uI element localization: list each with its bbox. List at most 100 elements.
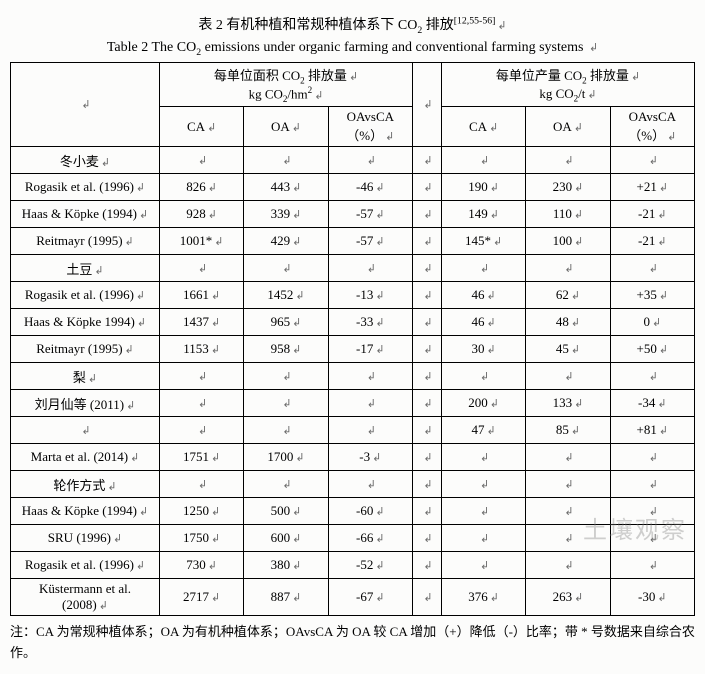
table-cell: 339↲ (244, 201, 328, 228)
group-label: 冬小麦↲ (11, 147, 160, 174)
row-label: ↲ (11, 417, 160, 444)
table-cell: ↲ (160, 471, 244, 498)
table-cell: -21↲ (610, 228, 694, 255)
table-cell: 928↲ (160, 201, 244, 228)
title-cn-pre: 表 2 有机种植和常规种植体系下 CO (198, 18, 417, 33)
table-cell: ↲ (160, 390, 244, 417)
table-cell: ↲ (526, 363, 610, 390)
title-cn-post: 排放 (422, 18, 454, 33)
table-cell: ↲ (328, 147, 412, 174)
title-citation: [12,55-56] (454, 15, 496, 26)
table-row: 刘月仙等 (2011)↲↲↲↲↲200↲133↲-34↲ (11, 390, 695, 417)
table-cell: ↲ (441, 147, 525, 174)
table-cell: ↲ (441, 255, 525, 282)
row-label: Haas & Köpke (1994)↲ (11, 201, 160, 228)
table-cell: 149↲ (441, 201, 525, 228)
table-group-row: 轮作方式↲↲↲↲↲↲↲↲ (11, 471, 695, 498)
row-label: Haas & Köpke (1994)↲ (11, 498, 160, 525)
table-cell: -57↲ (328, 228, 412, 255)
table-cell: ↲ (328, 363, 412, 390)
table-group-row: 梨↲↲↲↲↲↲↲↲ (11, 363, 695, 390)
table-cell: 230↲ (526, 174, 610, 201)
table-cell: 500↲ (244, 498, 328, 525)
table-cell: ↲ (610, 552, 694, 579)
table-cell: 200↲ (441, 390, 525, 417)
table-cell: 62↲ (526, 282, 610, 309)
table-row: SRU (1996)↲1750↲600↲-66↲↲↲↲↲ (11, 525, 695, 552)
table-cell: ↲ (244, 147, 328, 174)
table-cell: 110↲ (526, 201, 610, 228)
table-cell: 376↲ (441, 579, 525, 616)
table-row: Haas & Köpke (1994)↲1250↲500↲-60↲↲↲↲↲ (11, 498, 695, 525)
row-label: Marta et al. (2014)↲ (11, 444, 160, 471)
table-cell: 826↲ (160, 174, 244, 201)
table-cell: ↲ (526, 147, 610, 174)
row-label: Rogasik et al. (1996)↲ (11, 174, 160, 201)
table-cell: +21↲ (610, 174, 694, 201)
table-cell: 429↲ (244, 228, 328, 255)
table-cell: 965↲ (244, 309, 328, 336)
table-cell: ↲ (610, 255, 694, 282)
table-cell: -30↲ (610, 579, 694, 616)
table-cell: 190↲ (441, 174, 525, 201)
col-ca-area: CA↲ (160, 107, 244, 147)
group-label: 土豆↲ (11, 255, 160, 282)
table-row: Rogasik et al. (1996)↲826↲443↲-46↲↲190↲2… (11, 174, 695, 201)
table-cell: ↲ (610, 471, 694, 498)
table-cell: +50↲ (610, 336, 694, 363)
table-cell: -52↲ (328, 552, 412, 579)
table-cell: 46↲ (441, 309, 525, 336)
title-en-post: emissions under organic farming and conv… (201, 40, 583, 55)
row-label: Reitmayr (1995)↲ (11, 336, 160, 363)
table-cell: 1750↲ (160, 525, 244, 552)
table-cell: ↲ (441, 552, 525, 579)
emissions-table: ↲ 每单位面积 CO2 排放量↲ kg CO2/hm2↲ ↲ 每单位产量 CO2… (10, 62, 695, 617)
col-diff-yield: OAvsCA（%）↲ (610, 107, 694, 147)
table-cell: 958↲ (244, 336, 328, 363)
table-cell: 887↲ (244, 579, 328, 616)
title-chinese: 表 2 有机种植和常规种植体系下 CO2 排放[12,55-56]↲ (10, 14, 695, 36)
row-label: Rogasik et al. (1996)↲ (11, 552, 160, 579)
table-body: 冬小麦↲↲↲↲↲↲↲↲Rogasik et al. (1996)↲826↲443… (11, 147, 695, 616)
table-cell: ↲ (441, 363, 525, 390)
table-cell: -17↲ (328, 336, 412, 363)
table-cell: -21↲ (610, 201, 694, 228)
table-cell: ↲ (328, 471, 412, 498)
col-diff-area: OAvsCA（%）↲ (328, 107, 412, 147)
table-cell: ↲ (328, 390, 412, 417)
row-label: Küstermann et al. (2008)↲ (11, 579, 160, 616)
table-cell: ↲ (610, 363, 694, 390)
table-cell: 443↲ (244, 174, 328, 201)
table-cell: ↲ (526, 498, 610, 525)
row-label: Haas & Köpke 1994)↲ (11, 309, 160, 336)
table-cell: ↲ (441, 498, 525, 525)
table-cell: -13↲ (328, 282, 412, 309)
table-row: Rogasik et al. (1996)↲1661↲1452↲-13↲↲46↲… (11, 282, 695, 309)
col-oa-area: OA↲ (244, 107, 328, 147)
row-label: Reitmayr (1995)↲ (11, 228, 160, 255)
table-cell: -67↲ (328, 579, 412, 616)
header-row-1: ↲ 每单位面积 CO2 排放量↲ kg CO2/hm2↲ ↲ 每单位产量 CO2… (11, 62, 695, 107)
table-cell: +35↲ (610, 282, 694, 309)
table-cell: ↲ (441, 471, 525, 498)
table-cell: 600↲ (244, 525, 328, 552)
table-cell: 133↲ (526, 390, 610, 417)
table-cell: 47↲ (441, 417, 525, 444)
table-cell: 30↲ (441, 336, 525, 363)
table-cell: +81↲ (610, 417, 694, 444)
table-cell: ↲ (610, 147, 694, 174)
table-cell: ↲ (244, 255, 328, 282)
table-row: Haas & Köpke 1994)↲1437↲965↲-33↲↲46↲48↲0… (11, 309, 695, 336)
table-cell: ↲ (244, 363, 328, 390)
title-english: Table 2 The CO2 emissions under organic … (10, 40, 695, 58)
table-cell: ↲ (244, 471, 328, 498)
table-cell: 1250↲ (160, 498, 244, 525)
col-ca-yield: CA↲ (441, 107, 525, 147)
table-cell: ↲ (160, 255, 244, 282)
table-cell: ↲ (526, 255, 610, 282)
table-cell: 730↲ (160, 552, 244, 579)
table-cell: -34↲ (610, 390, 694, 417)
table-cell: ↲ (328, 417, 412, 444)
table-cell: ↲ (526, 444, 610, 471)
table-cell: ↲ (328, 255, 412, 282)
